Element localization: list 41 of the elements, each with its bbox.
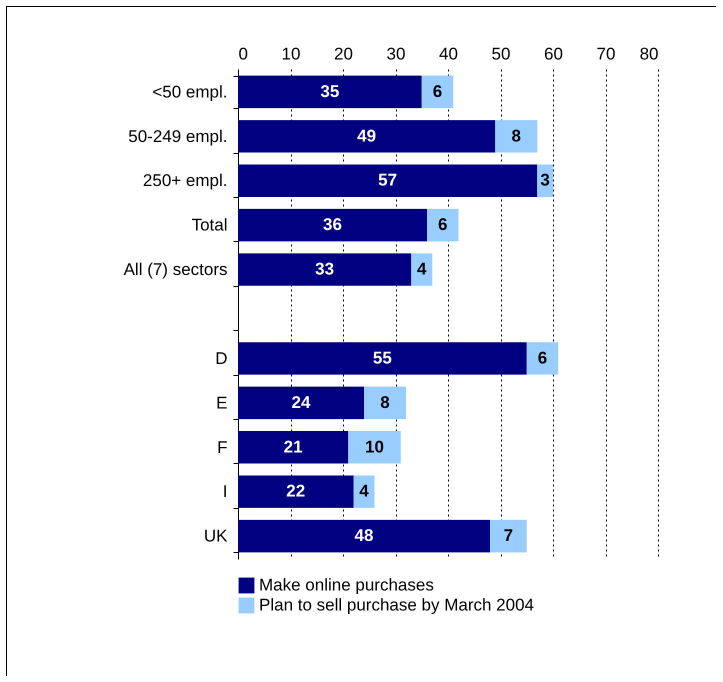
y-tick-label: 50-249 empl.	[128, 126, 228, 146]
data-label: 10	[365, 437, 384, 456]
data-label: 8	[380, 392, 390, 412]
data-label: 22	[286, 482, 306, 501]
data-label: 21	[284, 437, 303, 456]
data-label: 3	[540, 170, 550, 190]
data-label: 57	[378, 170, 398, 190]
data-label: 4	[417, 260, 428, 279]
data-label: 35	[320, 82, 340, 101]
data-label: 33	[315, 260, 334, 279]
y-tick-label: 250+ empl.	[142, 171, 228, 190]
x-tick-label: 10	[282, 44, 300, 64]
y-tick-label: E	[216, 393, 228, 412]
data-label: 8	[512, 126, 521, 146]
legend-label: Plan to sell purchase by March 2004	[259, 596, 534, 614]
y-tick-label: <50 empl.	[152, 82, 228, 102]
x-tick-label: 80	[640, 44, 658, 64]
y-tick-label: F	[217, 438, 228, 457]
data-label: 49	[357, 126, 376, 146]
y-tick-label: Total	[192, 216, 228, 235]
x-tick-label: 70	[596, 44, 616, 64]
data-label: 7	[504, 526, 514, 546]
data-label: 6	[538, 348, 548, 368]
x-tick-label: 0	[238, 44, 248, 64]
data-label: 6	[432, 82, 442, 101]
legend-label: Make online purchases	[259, 576, 434, 594]
data-label: 36	[323, 215, 342, 234]
data-label: 48	[354, 526, 374, 546]
x-tick-label: 20	[334, 44, 353, 64]
x-tick-label: 30	[386, 44, 406, 64]
y-tick-label: All (7) sectors	[124, 260, 228, 280]
data-label: 24	[292, 392, 311, 412]
x-tick-label: 60	[544, 44, 563, 64]
data-label: 6	[438, 215, 448, 234]
y-tick-label: UK	[204, 526, 228, 546]
data-label: 4	[359, 482, 370, 501]
x-tick-label: 50	[492, 44, 510, 64]
data-label: 55	[372, 348, 392, 368]
x-tick-label: 40	[439, 44, 458, 64]
y-tick-label: D	[215, 348, 228, 368]
y-tick-label: I	[222, 482, 228, 502]
